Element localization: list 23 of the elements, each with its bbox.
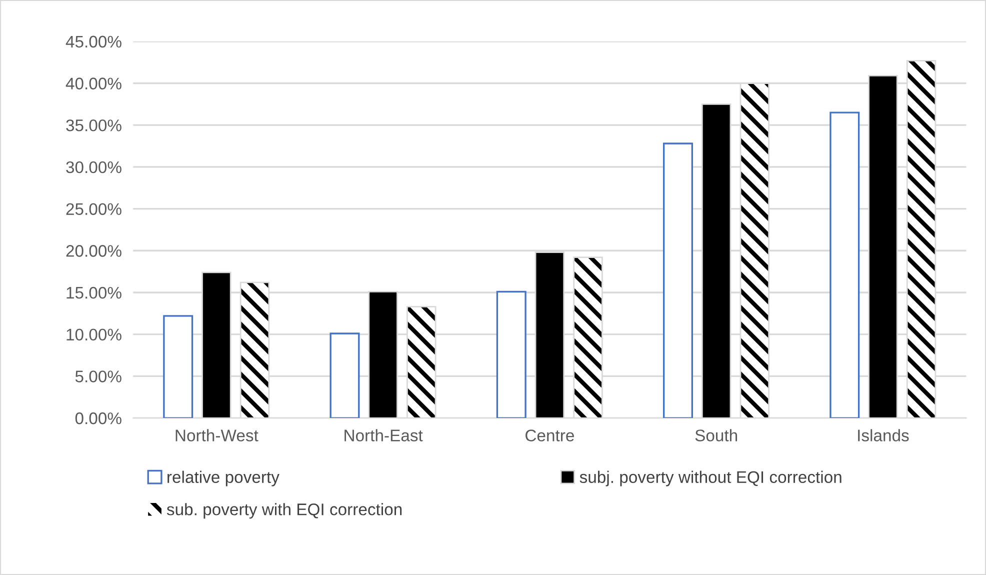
legend-label: relative poverty (168, 470, 280, 486)
bar (496, 290, 526, 418)
bar (163, 315, 194, 418)
bar (663, 142, 693, 418)
y-tick-label: 30.00% (66, 161, 122, 174)
bar (330, 332, 360, 418)
y-tick-label: 35.00% (66, 119, 122, 132)
legend-label: sub. poverty with EQI correction (166, 503, 402, 519)
y-tick-label: 45.00% (66, 36, 122, 48)
y-tick-label: 5.00% (75, 370, 122, 382)
y-tick-label: 25.00% (66, 203, 122, 215)
y-tick-label: 20.00% (66, 245, 122, 257)
x-tick-label: Islands (858, 429, 909, 442)
y-tick-label: 0.00% (75, 412, 122, 424)
bar (830, 112, 860, 418)
y-tick-label: 10.00% (66, 328, 122, 341)
y-tick-label: 15.00% (66, 286, 122, 299)
legend-label: subj. poverty without EQI correction (580, 470, 842, 486)
x-tick-label: South (695, 429, 738, 442)
x-tick-label: Centre (526, 430, 574, 442)
y-tick-label: 40.00% (66, 78, 122, 90)
x-tick-label: North-West (176, 429, 258, 442)
x-tick-label: North-East (344, 429, 423, 442)
